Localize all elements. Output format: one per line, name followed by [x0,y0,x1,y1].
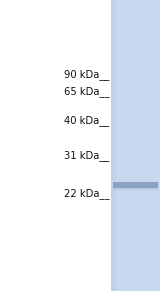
Text: 22 kDa__: 22 kDa__ [64,188,110,199]
Bar [113,182,158,188]
Text: 31 kDa__: 31 kDa__ [64,150,110,161]
Bar [111,0,114,291]
Bar [111,0,112,291]
Bar [113,187,158,190]
Bar [111,0,160,291]
Bar [111,0,118,291]
Text: 65 kDa__: 65 kDa__ [64,86,110,97]
Text: 90 kDa__: 90 kDa__ [64,69,110,80]
Text: 40 kDa__: 40 kDa__ [64,115,110,126]
Bar [111,0,116,291]
Bar [111,0,115,291]
